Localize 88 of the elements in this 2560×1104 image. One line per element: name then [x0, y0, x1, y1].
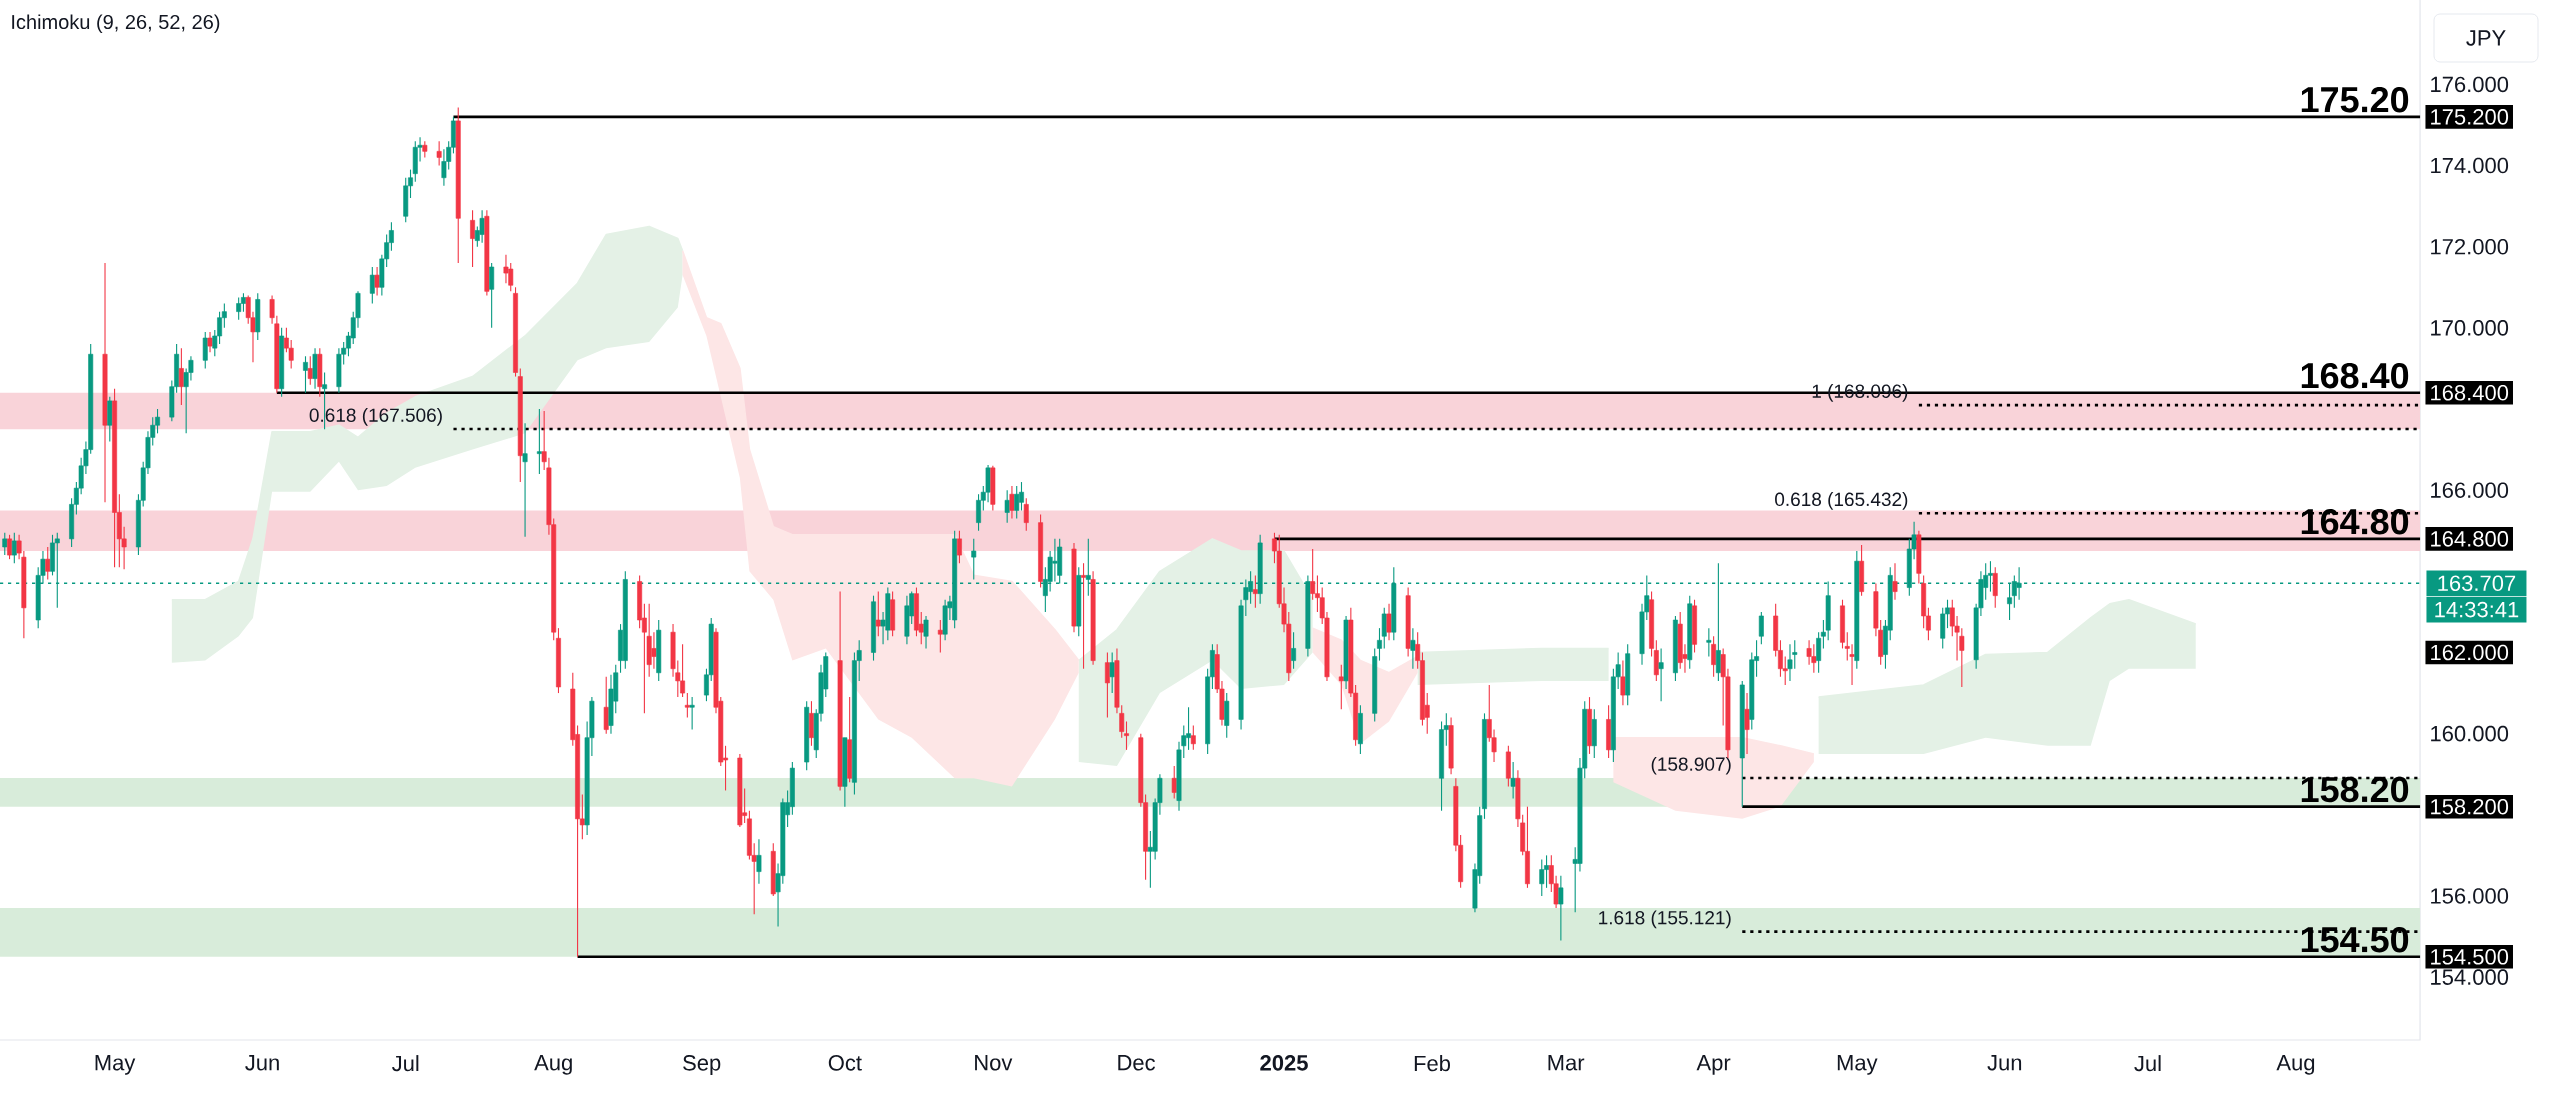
y-tick-label: 168.400	[2431, 385, 2509, 401]
y-tick-label: 162.000	[2431, 644, 2509, 661]
candlestick	[374, 266, 380, 296]
candlestick	[684, 692, 690, 718]
candlestick	[1338, 664, 1344, 710]
candlestick	[1014, 485, 1020, 520]
annotation: Ichimoku (9, 26, 52, 26)	[12, 14, 220, 34]
x-tick-label: Mar	[1548, 1055, 1585, 1071]
candlestick	[603, 676, 609, 735]
y-tick-label: 158.200	[2431, 798, 2509, 815]
y-tick-label: 166.000	[2431, 482, 2509, 498]
x-tick-label: Oct	[828, 1055, 862, 1071]
candlestick	[1023, 497, 1029, 532]
y-tick-label: 154.500	[2431, 949, 2509, 965]
candlestick	[971, 538, 977, 580]
candlestick	[1711, 635, 1717, 678]
x-tick-label: May	[95, 1055, 136, 1075]
y-tick-label: 175.200	[2431, 109, 2509, 125]
annotation: 158.20	[2301, 776, 2409, 803]
candlestick	[2, 532, 8, 556]
candlestick	[436, 140, 442, 167]
candlestick	[202, 331, 208, 369]
y-tick-label: 176.000	[2431, 76, 2509, 93]
candlestick	[207, 331, 213, 353]
candlestick	[1009, 485, 1015, 520]
x-tick-label: May	[1837, 1055, 1878, 1075]
candlestick	[1004, 489, 1010, 524]
series-label: 1.618 (155.121)	[1599, 910, 1731, 929]
series-label: 0.618 (165.432)	[1775, 492, 1908, 510]
candlestick	[369, 266, 375, 305]
candlestick	[522, 422, 528, 538]
x-tick-label: Dec	[1118, 1055, 1156, 1071]
candlestick	[1706, 627, 1712, 658]
annotation: 154.50	[2301, 926, 2409, 953]
candlestick	[956, 530, 962, 564]
candlestick	[489, 262, 495, 329]
candlestick	[307, 355, 313, 386]
candlestick	[756, 838, 762, 885]
candlestick	[1510, 761, 1516, 800]
candlestick	[923, 615, 929, 649]
annotation: 168.40	[2301, 362, 2409, 389]
candlestick	[1558, 875, 1564, 942]
candlestick	[1758, 611, 1764, 645]
candlestick	[470, 209, 475, 268]
candlestick	[1992, 566, 1998, 609]
candlestick	[1171, 765, 1177, 800]
x-tick-label: Aug	[2276, 1055, 2315, 1075]
x-tick-label: Jun	[1987, 1055, 2022, 1071]
y-tick-label: 174.000	[2431, 157, 2509, 174]
candlestick	[1620, 660, 1626, 706]
candlestick	[1744, 692, 1750, 755]
x-tick-label: Feb	[1414, 1055, 1450, 1072]
candlestick	[45, 546, 51, 580]
candlestick	[7, 534, 12, 560]
y-tick-label: 170.000	[2431, 320, 2509, 336]
candlestick	[937, 619, 943, 654]
candlestick	[1190, 724, 1196, 751]
ref-line-label: 163.707	[2438, 575, 2516, 592]
candlestick	[303, 355, 308, 394]
candlestick	[536, 408, 542, 475]
candlestick	[875, 591, 881, 637]
text: 14:33:41	[2435, 601, 2519, 618]
candlestick	[1109, 651, 1115, 694]
candlestick	[1658, 647, 1664, 702]
y-tick-label: 156.000	[2431, 888, 2509, 904]
annotation: 175.20	[2301, 86, 2409, 113]
candlestick	[1892, 562, 1898, 601]
y-axis-title: JPY	[2466, 30, 2506, 46]
y-tick-label: 160.000	[2431, 725, 2509, 742]
x-tick-label: Jul	[2134, 1055, 2161, 1072]
candlestick	[1816, 631, 1822, 674]
candlestick	[479, 209, 485, 244]
y-tick-label: 164.800	[2431, 531, 2509, 547]
x-tick-label: Apr	[1696, 1055, 1731, 1075]
annotation: 164.80	[2301, 508, 2409, 535]
candlestick	[689, 696, 695, 731]
candlestick	[236, 296, 242, 321]
x-tick-label: Sep	[683, 1055, 721, 1075]
x-tick-label: Aug	[534, 1055, 572, 1075]
y-tick-label: 154.000	[2431, 969, 2509, 985]
series-label: (158.907)	[1651, 756, 1731, 775]
candlestick	[1539, 858, 1545, 897]
x-tick-label: 2025	[1260, 1055, 1308, 1071]
x-tick-label: Jul	[392, 1055, 419, 1072]
x-tick-label: Nov	[975, 1055, 1013, 1071]
y-tick-label: 172.000	[2431, 238, 2509, 255]
x-tick-label: Jun	[245, 1055, 279, 1071]
candlestick	[1104, 651, 1110, 718]
